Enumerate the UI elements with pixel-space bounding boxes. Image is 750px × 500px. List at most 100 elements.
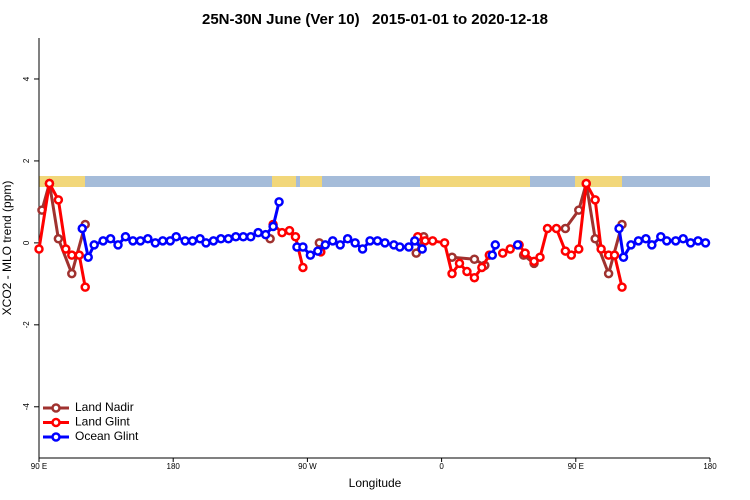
- data-point: [143, 234, 153, 244]
- land-strip: [420, 176, 530, 187]
- x-tick-label: 0: [439, 462, 444, 471]
- data-point: [404, 242, 414, 252]
- data-point: [98, 236, 108, 246]
- chart-title: 25N-30N June (Ver 10) 2015-01-01 to 2020…: [202, 11, 548, 28]
- data-point: [617, 282, 627, 292]
- data-point: [618, 252, 629, 262]
- data-point: [656, 231, 666, 242]
- data-point: [490, 240, 501, 250]
- data-point: [208, 236, 219, 246]
- data-point: [520, 248, 530, 258]
- x-tick-label: 90 W: [298, 462, 317, 471]
- y-tick-label: -2: [22, 321, 31, 329]
- data-point: [290, 231, 301, 242]
- y-axis-label: XCO2 - MLO trend (ppm): [0, 181, 14, 316]
- data-point: [395, 242, 405, 252]
- data-point: [135, 236, 146, 246]
- data-point: [647, 240, 657, 250]
- legend-marker: [51, 432, 61, 442]
- data-point: [277, 227, 287, 238]
- data-point: [574, 205, 584, 215]
- data-point: [357, 244, 368, 254]
- data-point: [313, 246, 323, 256]
- legend-entry: Land Nadir: [43, 400, 134, 414]
- data-point: [158, 236, 168, 246]
- data-point: [180, 236, 190, 246]
- data-point: [633, 236, 644, 246]
- data-point: [693, 236, 703, 246]
- data-point: [469, 254, 480, 265]
- data-point: [560, 223, 571, 234]
- data-point: [566, 250, 577, 260]
- x-tick-label: 180: [703, 462, 717, 471]
- legend-entry: Land Glint: [43, 415, 130, 429]
- land-mask-strip: [39, 176, 710, 187]
- data-point: [53, 195, 64, 205]
- data-point: [231, 231, 241, 242]
- data-point: [626, 240, 636, 250]
- data-point: [34, 244, 44, 254]
- data-point: [529, 256, 539, 267]
- series-line: [80, 201, 706, 262]
- data-point: [274, 197, 284, 207]
- data-point: [260, 229, 271, 240]
- data-point: [105, 234, 116, 244]
- data-point: [320, 240, 331, 250]
- data-point: [447, 268, 457, 279]
- data-point: [350, 238, 360, 248]
- data-point: [505, 244, 515, 254]
- data-point: [298, 242, 308, 252]
- x-tick-label: 90 E: [31, 462, 47, 471]
- data-point: [596, 244, 606, 254]
- data-point: [454, 258, 465, 269]
- x-axis-label: Longitude: [349, 476, 402, 490]
- data-point: [44, 178, 55, 189]
- data-point: [497, 248, 508, 258]
- data-point: [120, 231, 131, 242]
- data-point: [469, 272, 480, 283]
- data-point: [410, 236, 420, 246]
- data-point: [83, 252, 93, 262]
- data-point: [700, 238, 711, 248]
- data-point: [67, 268, 77, 279]
- data-point: [590, 195, 600, 205]
- data-point: [372, 236, 383, 246]
- land-strip: [272, 176, 296, 187]
- y-tick-label: 0: [22, 240, 31, 245]
- data-point: [53, 234, 64, 244]
- x-tick-label: 90 E: [568, 462, 584, 471]
- data-point: [670, 236, 681, 246]
- data-point: [305, 250, 316, 260]
- data-point: [128, 236, 138, 246]
- ocean-strip: [39, 176, 710, 187]
- data-point: [417, 244, 427, 254]
- y-tick-label: 4: [22, 76, 31, 81]
- legend-label: Land Nadir: [75, 400, 134, 414]
- data-point: [662, 236, 672, 246]
- data-point: [67, 250, 77, 260]
- data-point: [678, 234, 688, 244]
- data-point: [609, 250, 620, 260]
- data-point: [74, 250, 85, 260]
- legend-label: Ocean Glint: [75, 429, 139, 443]
- data-point: [195, 234, 205, 244]
- data-point: [590, 234, 600, 244]
- data-point: [685, 238, 696, 248]
- data-point: [238, 231, 249, 242]
- land-strip: [39, 176, 85, 187]
- legend-marker: [51, 403, 61, 413]
- data-point: [603, 268, 614, 279]
- data-point: [342, 234, 353, 244]
- legend-entry: Ocean Glint: [43, 429, 139, 443]
- data-point: [581, 178, 591, 189]
- data-point: [327, 236, 338, 246]
- data-point: [411, 248, 422, 258]
- data-point: [80, 282, 90, 292]
- data-point: [201, 238, 211, 248]
- data-point: [427, 236, 438, 246]
- data-point: [77, 223, 87, 234]
- data-point: [462, 266, 472, 277]
- data-point: [150, 238, 161, 248]
